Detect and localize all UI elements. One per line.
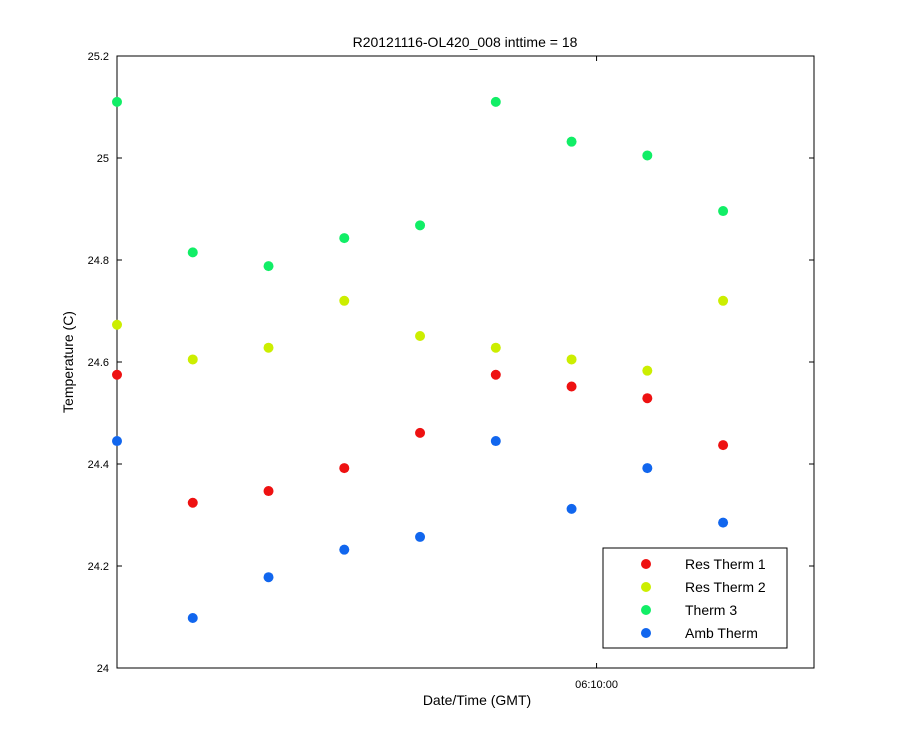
- y-tick-label: 24.6: [88, 357, 109, 369]
- point-therm-3: [415, 220, 426, 231]
- legend-marker-amb-therm: [641, 628, 651, 638]
- legend-marker-res-therm-2: [641, 582, 651, 592]
- point-res-therm-2: [566, 354, 577, 365]
- legend-marker-therm-3: [641, 605, 651, 615]
- y-axis-label: Temperature (C): [60, 311, 76, 413]
- y-tick-label: 24: [97, 663, 109, 675]
- point-amb-therm: [339, 544, 350, 555]
- legend-label-res-therm-2: Res Therm 2: [685, 579, 766, 595]
- point-res-therm-1: [415, 427, 426, 438]
- point-res-therm-2: [112, 319, 122, 330]
- legend-label-therm-3: Therm 3: [685, 602, 737, 618]
- point-amb-therm: [187, 613, 198, 624]
- point-therm-3: [112, 96, 122, 107]
- point-therm-3: [263, 261, 274, 272]
- x-tick-label: 06:10:00: [575, 679, 618, 691]
- point-therm-3: [718, 206, 729, 217]
- point-therm-3: [490, 96, 501, 107]
- x-axis-ticks: 06:10:00: [575, 56, 618, 691]
- point-amb-therm: [642, 463, 653, 474]
- legend-label-res-therm-1: Res Therm 1: [685, 556, 766, 572]
- point-res-therm-2: [718, 295, 729, 306]
- point-therm-3: [566, 136, 577, 147]
- point-res-therm-1: [718, 440, 729, 451]
- point-therm-3: [187, 247, 198, 258]
- point-res-therm-2: [339, 295, 350, 306]
- point-therm-3: [642, 150, 653, 161]
- y-tick-label: 24.2: [88, 561, 109, 573]
- legend-label-amb-therm: Amb Therm: [685, 625, 758, 641]
- chart-title: R20121116-OL420_008 inttime = 18: [353, 34, 578, 50]
- point-res-therm-1: [263, 486, 274, 497]
- point-amb-therm: [566, 503, 577, 514]
- y-tick-label: 24.8: [88, 255, 109, 267]
- y-tick-label: 25.2: [88, 51, 109, 63]
- point-res-therm-1: [187, 497, 198, 508]
- point-amb-therm: [490, 436, 501, 447]
- legend: Res Therm 1 Res Therm 2 Therm 3 Amb Therm: [602, 547, 788, 649]
- point-amb-therm: [263, 572, 274, 583]
- point-res-therm-1: [339, 463, 350, 474]
- y-axis-ticks: 24 24.2 24.4 24.6 24.8 25 25.2: [88, 51, 814, 675]
- point-res-therm-1: [490, 369, 501, 380]
- y-tick-label: 25: [97, 153, 109, 165]
- legend-box: [602, 547, 788, 649]
- point-res-therm-2: [490, 342, 501, 353]
- point-amb-therm: [718, 517, 729, 528]
- point-res-therm-1: [112, 369, 122, 380]
- point-amb-therm: [112, 436, 122, 447]
- legend-marker-res-therm-1: [641, 559, 651, 569]
- x-axis-label: Date/Time (GMT): [423, 692, 531, 708]
- point-res-therm-2: [187, 354, 198, 365]
- point-amb-therm: [415, 531, 426, 542]
- point-res-therm-1: [566, 381, 577, 392]
- point-res-therm-2: [263, 342, 274, 353]
- data-points: [112, 96, 729, 624]
- y-tick-label: 24.4: [88, 459, 109, 471]
- point-res-therm-2: [415, 330, 426, 341]
- point-therm-3: [339, 233, 350, 244]
- point-res-therm-1: [642, 393, 653, 404]
- point-res-therm-2: [642, 365, 653, 376]
